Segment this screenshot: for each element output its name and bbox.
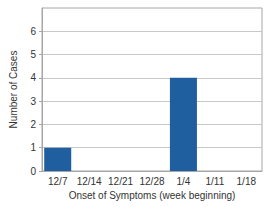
svg-text:12/21: 12/21 — [108, 176, 133, 187]
svg-text:1: 1 — [30, 142, 36, 153]
svg-text:Number of Cases: Number of Cases — [8, 51, 19, 129]
svg-text:12/7: 12/7 — [48, 176, 68, 187]
svg-text:1/11: 1/11 — [205, 176, 224, 187]
svg-text:5: 5 — [30, 49, 36, 60]
svg-text:2: 2 — [30, 119, 36, 130]
svg-text:12/14: 12/14 — [77, 176, 102, 187]
svg-text:3: 3 — [30, 96, 36, 107]
svg-text:4: 4 — [30, 72, 36, 83]
svg-text:Onset of Symptoms (week beginn: Onset of Symptoms (week beginning) — [69, 190, 236, 201]
svg-text:1/4: 1/4 — [176, 176, 190, 187]
svg-text:12/28: 12/28 — [139, 176, 164, 187]
svg-text:0: 0 — [30, 166, 36, 177]
svg-text:6: 6 — [30, 26, 36, 37]
svg-text:1/18: 1/18 — [237, 176, 257, 187]
